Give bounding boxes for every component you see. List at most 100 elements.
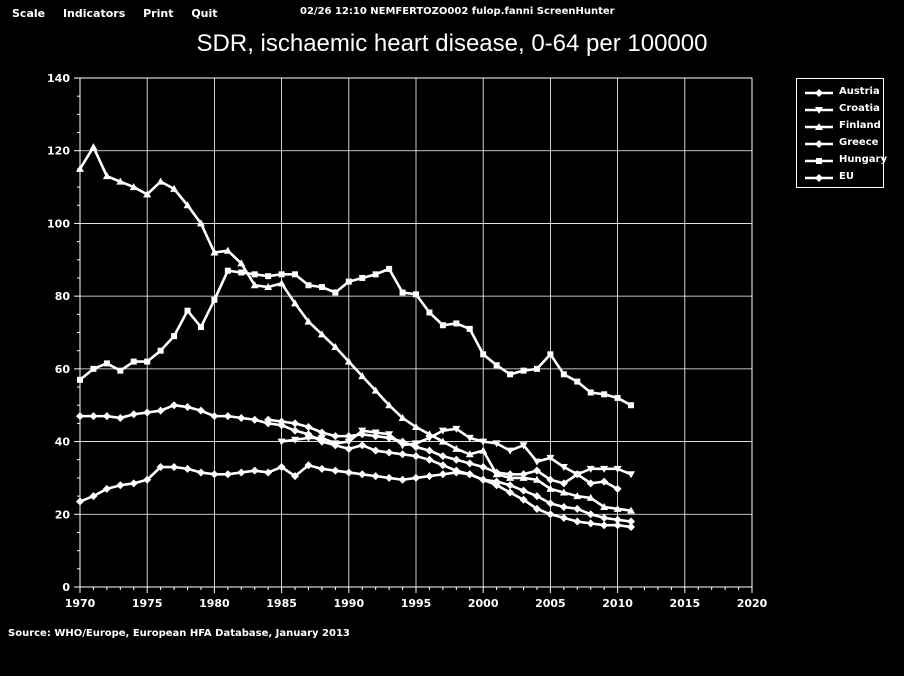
data-point-greece: [573, 470, 582, 479]
data-point-hungary: [560, 371, 567, 378]
data-point-eu: [425, 472, 434, 481]
data-point-austria: [438, 461, 447, 470]
data-point-finland: [546, 484, 555, 492]
y-tick-label: 0: [62, 581, 70, 594]
data-point-eu: [398, 475, 407, 484]
data-point-finland: [479, 446, 488, 454]
legend-swatch-finland: [805, 123, 833, 130]
data-point-eu: [385, 473, 394, 482]
data-point-hungary: [157, 347, 164, 354]
data-point-finland: [102, 172, 111, 180]
data-point-eu: [465, 470, 474, 479]
chart-title: SDR, ischaemic heart disease, 0-64 per 1…: [196, 30, 708, 57]
data-point-finland: [385, 401, 394, 409]
data-point-hungary: [305, 282, 312, 289]
data-point-hungary: [533, 365, 540, 372]
data-point-austria: [250, 415, 259, 424]
series-greece: [264, 415, 622, 493]
data-point-finland: [573, 492, 582, 500]
x-tick-label: 1970: [65, 597, 96, 610]
data-point-austria: [143, 408, 152, 417]
data-point-croatia: [627, 471, 636, 479]
data-point-finland: [600, 503, 609, 511]
menu-bar: Scale Indicators Print Quit: [12, 7, 232, 20]
data-point-eu: [573, 504, 582, 513]
data-point-croatia: [479, 438, 488, 446]
data-point-eu: [210, 470, 219, 479]
data-point-austria: [506, 488, 515, 497]
legend-marker-austria: [815, 89, 823, 97]
data-point-eu: [156, 463, 165, 472]
data-point-greece: [331, 432, 340, 441]
data-point-croatia: [519, 442, 528, 450]
data-point-eu: [277, 463, 286, 472]
data-point-eu: [506, 481, 515, 490]
series-finland: [76, 143, 636, 514]
data-point-greece: [358, 430, 367, 439]
source-note: Source: WHO/Europe, European HFA Databas…: [8, 628, 350, 639]
data-point-austria: [116, 413, 125, 422]
x-tick-label: 2000: [468, 597, 499, 610]
data-point-greece: [264, 415, 273, 424]
data-point-finland: [264, 283, 273, 291]
data-point-eu: [264, 468, 273, 477]
data-point-hungary: [251, 271, 258, 278]
data-point-finland: [425, 430, 434, 438]
data-point-greece: [519, 470, 528, 479]
data-point-hungary: [372, 271, 379, 278]
data-point-greece: [385, 433, 394, 442]
legend-swatch-greece: [805, 140, 833, 148]
legend-label: Finland: [839, 120, 881, 131]
legend-swatch-austria: [805, 89, 833, 97]
y-tick-label: 120: [47, 145, 70, 158]
legend-marker-eu: [815, 174, 823, 182]
data-point-croatia: [613, 465, 622, 473]
series-line-hungary: [79, 267, 632, 407]
data-point-hungary: [224, 267, 231, 274]
x-tick-label: 1980: [199, 597, 230, 610]
data-point-croatia: [586, 465, 595, 473]
menu-print[interactable]: Print: [143, 7, 174, 20]
data-point-austria: [170, 401, 179, 410]
data-point-austria: [358, 441, 367, 450]
data-point-austria: [559, 513, 568, 522]
menu-quit[interactable]: Quit: [191, 7, 218, 20]
data-point-austria: [102, 412, 111, 421]
data-point-greece: [479, 463, 488, 472]
data-point-eu: [452, 468, 461, 477]
x-tick-label: 1995: [401, 597, 432, 610]
data-point-hungary: [292, 271, 299, 278]
data-point-croatia: [277, 438, 286, 446]
y-tick-label: 100: [47, 217, 70, 230]
menu-scale[interactable]: Scale: [12, 7, 46, 20]
data-point-finland: [465, 450, 474, 458]
data-point-eu: [223, 470, 232, 479]
data-point-greece: [317, 428, 326, 437]
data-point-greece: [492, 468, 501, 477]
data-point-austria: [519, 495, 528, 504]
data-point-hungary: [130, 358, 137, 365]
legend-marker-hungary: [816, 158, 822, 164]
data-point-austria: [210, 412, 219, 421]
x-tick-label: 1990: [333, 597, 364, 610]
legend-swatch-eu: [805, 174, 833, 182]
data-point-hungary: [77, 376, 83, 383]
data-point-eu: [317, 464, 326, 473]
data-point-hungary: [359, 274, 366, 281]
legend-label: Greece: [839, 137, 879, 148]
data-point-finland: [89, 143, 98, 151]
y-tick-label: 20: [55, 508, 71, 521]
data-point-finland: [116, 177, 125, 185]
data-point-finland: [304, 317, 313, 325]
data-point-croatia: [492, 440, 501, 448]
legend-label: EU: [839, 171, 854, 182]
data-point-hungary: [197, 324, 204, 331]
data-point-croatia: [600, 465, 609, 473]
data-point-hungary: [547, 351, 554, 358]
data-point-finland: [237, 259, 246, 267]
legend-item-austria: Austria: [803, 85, 881, 101]
data-point-hungary: [399, 289, 406, 296]
data-point-hungary: [466, 325, 473, 332]
menu-indicators[interactable]: Indicators: [62, 7, 126, 20]
